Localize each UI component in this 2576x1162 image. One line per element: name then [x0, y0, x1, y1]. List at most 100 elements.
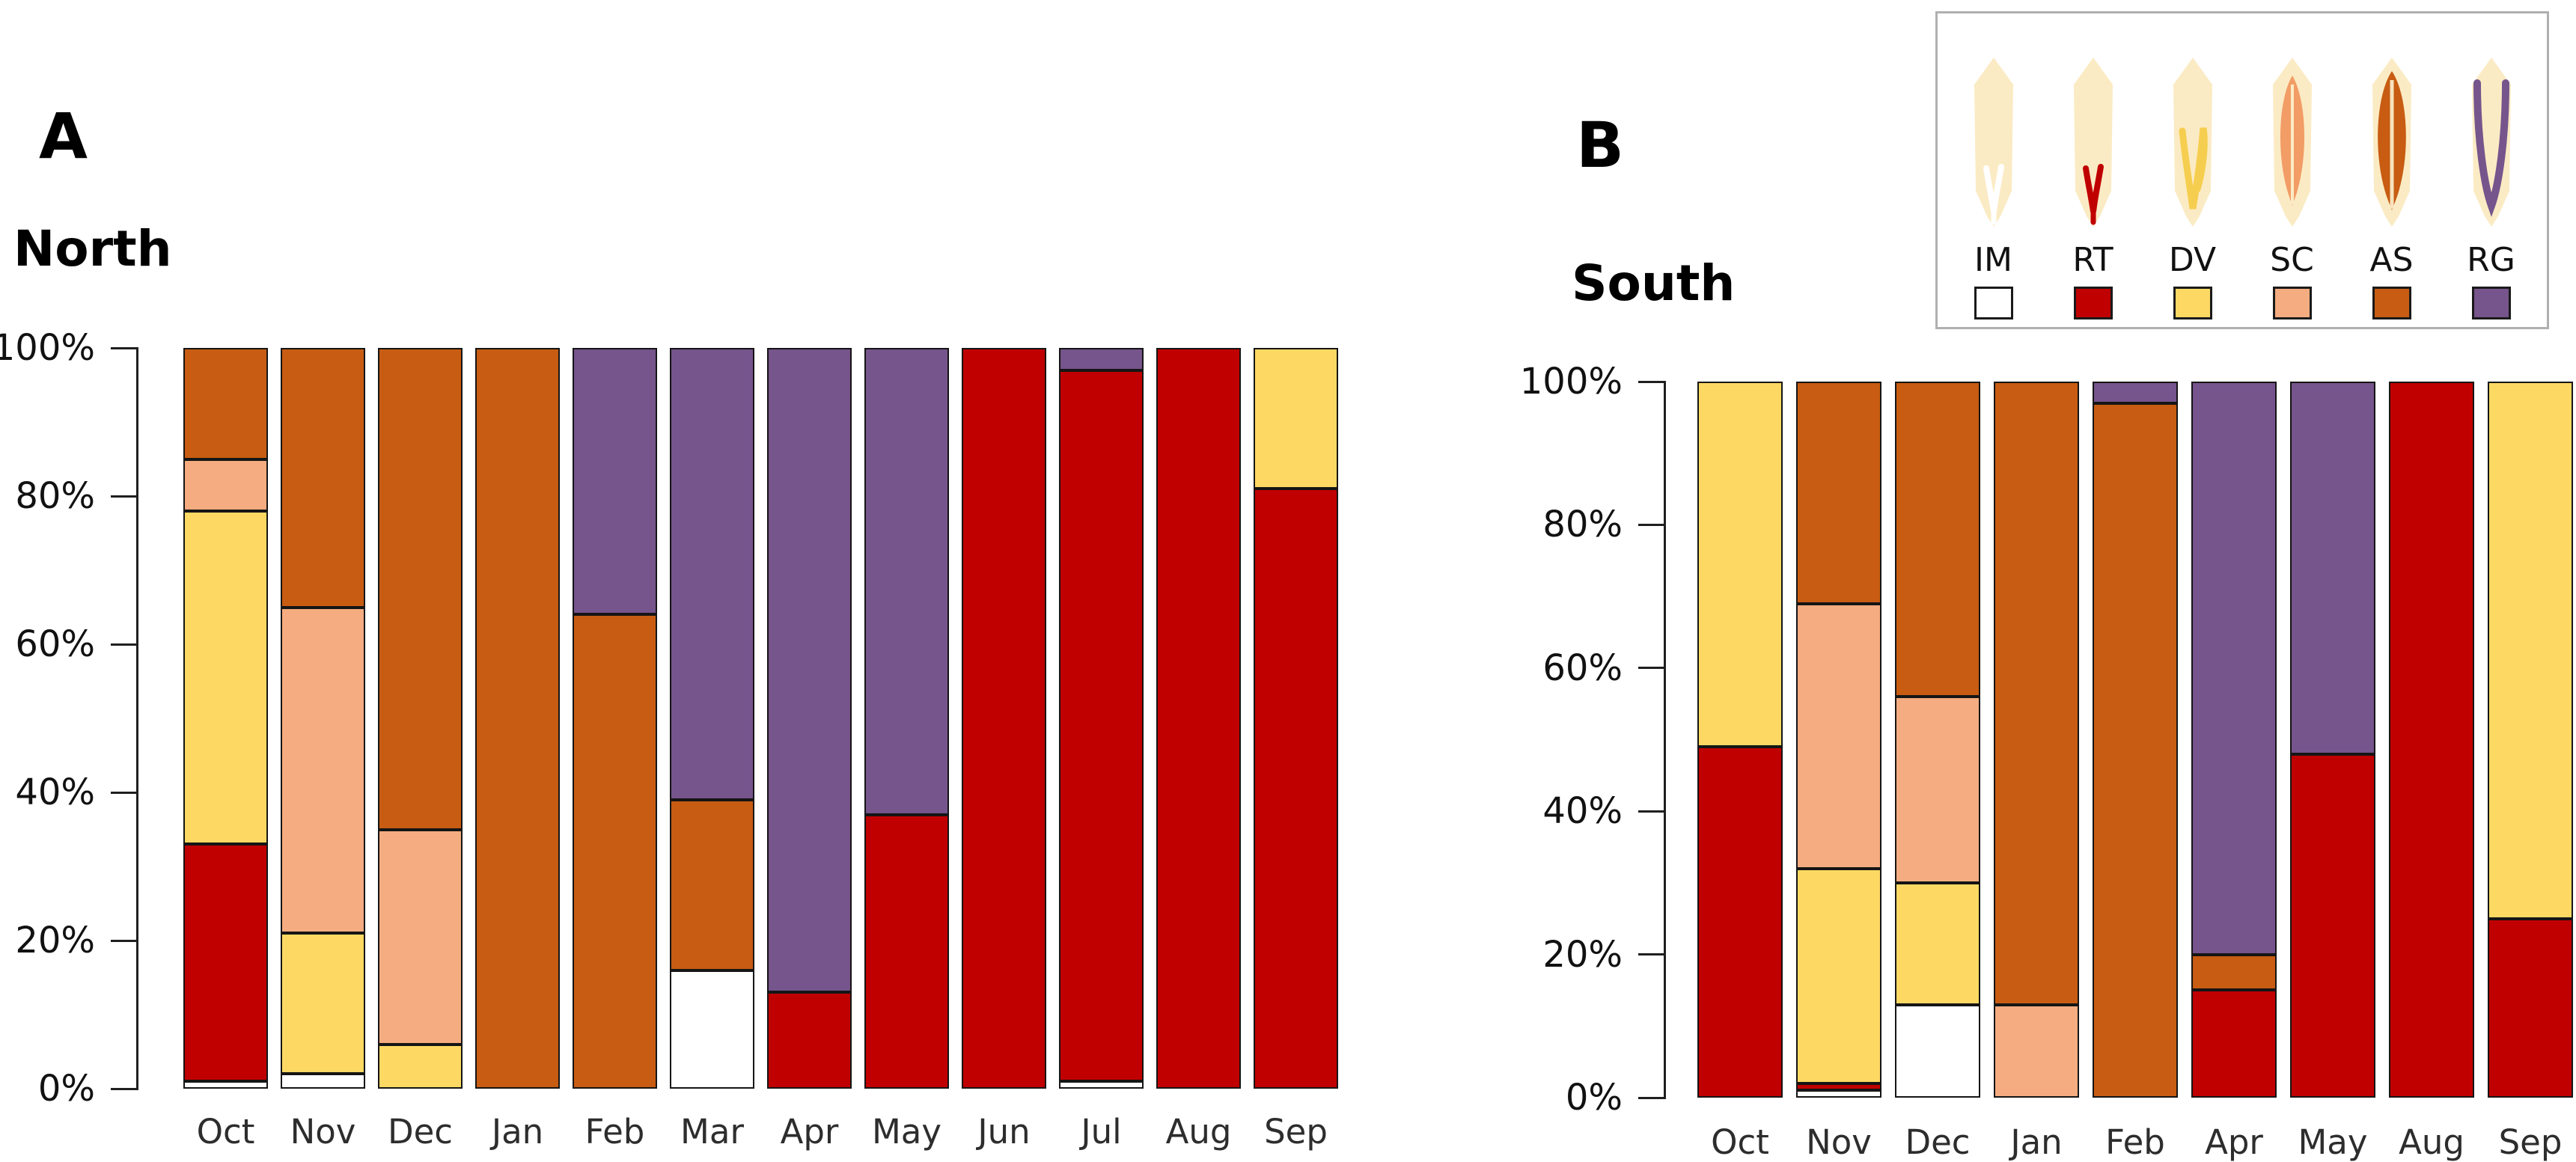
- bar-segment-rg: [573, 348, 657, 615]
- bar-segment-im: [183, 1081, 268, 1089]
- legend-swatch-sc: [2272, 287, 2312, 319]
- bar-apr: [767, 348, 852, 1089]
- y-axis-tick: [111, 495, 136, 498]
- y-axis-label: 100%: [1519, 361, 1623, 403]
- legend-swatch-as: [2372, 287, 2411, 319]
- y-axis-tick: [1638, 953, 1664, 956]
- y-axis-label: 100%: [0, 327, 95, 369]
- panel-b-title: South: [1572, 254, 1736, 312]
- bar-segment-as: [573, 614, 657, 1089]
- y-axis-tick: [111, 791, 136, 794]
- y-axis-line: [136, 347, 138, 1090]
- bar-segment-rt: [2389, 382, 2474, 1098]
- panel-a-letter: A: [39, 100, 88, 173]
- legend-item-im: IM: [1946, 18, 2042, 319]
- bar-segment-as: [1994, 382, 2079, 1005]
- bar-segment-dv: [1254, 348, 1338, 489]
- legend-swatch-dv: [2173, 287, 2212, 319]
- bar-segment-rt: [2488, 918, 2573, 1098]
- bar-segment-as: [2191, 954, 2277, 991]
- bar-aug: [2389, 382, 2474, 1098]
- bar-segment-im: [1059, 1081, 1144, 1089]
- x-axis-label-feb: Feb: [2105, 1122, 2165, 1162]
- legend-item-label: DV: [2168, 241, 2217, 279]
- y-axis-tick: [111, 643, 136, 646]
- bar-segment-im: [1796, 1090, 1881, 1098]
- bar-segment-sc: [281, 607, 365, 934]
- bar-oct: [183, 348, 268, 1089]
- bar-feb: [2093, 382, 2178, 1098]
- y-axis-tick: [111, 939, 136, 942]
- y-axis-label: 0%: [37, 1068, 95, 1110]
- bar-segment-rt: [1254, 489, 1338, 1089]
- bar-segment-rg: [2290, 382, 2375, 754]
- bar-segment-rt: [1059, 370, 1144, 1082]
- x-axis-label-jan: Jan: [491, 1112, 544, 1152]
- legend-item-sc: SC: [2244, 18, 2340, 319]
- legend-swatch-rt: [2073, 287, 2113, 319]
- bar-jul: [1059, 348, 1144, 1089]
- x-axis-label-aug: Aug: [2399, 1122, 2464, 1162]
- x-axis-label-dec: Dec: [387, 1112, 454, 1152]
- bar-segment-rg: [2191, 382, 2277, 955]
- bar-nov: [1796, 382, 1881, 1098]
- x-axis-label-apr: Apr: [2205, 1122, 2263, 1162]
- bar-apr: [2191, 382, 2277, 1098]
- x-axis-label-mar: Mar: [680, 1112, 744, 1152]
- y-axis-tick: [111, 346, 136, 349]
- x-axis-label-oct: Oct: [1711, 1122, 1769, 1162]
- bar-may: [2290, 382, 2375, 1098]
- x-axis-label-dec: Dec: [1905, 1122, 1971, 1162]
- bar-segment-rg: [1059, 348, 1144, 370]
- legend: IM RT DV SC AS RG: [1935, 11, 2549, 329]
- bar-segment-rg: [767, 348, 852, 993]
- feather-stage-icon-rt: [2054, 50, 2132, 239]
- legend-item-label: RG: [2467, 241, 2515, 279]
- y-axis-label: 60%: [1542, 646, 1623, 689]
- x-axis-label-aug: Aug: [1165, 1112, 1232, 1152]
- bar-segment-rt: [1796, 1083, 1881, 1091]
- feather-stage-icon-im: [1955, 50, 2033, 239]
- y-axis-label: 60%: [15, 623, 95, 665]
- y-axis-label: 20%: [15, 920, 95, 961]
- legend-item-label: RT: [2072, 241, 2113, 279]
- legend-swatch-rg: [2471, 287, 2511, 319]
- legend-item-rg: RG: [2444, 18, 2539, 319]
- bar-mar: [670, 348, 754, 1089]
- legend-item-label: IM: [1974, 241, 2012, 279]
- bar-segment-rt: [767, 992, 852, 1089]
- legend-item-as: AS: [2344, 18, 2440, 319]
- bar-segment-dv: [2488, 382, 2573, 919]
- y-axis-tick: [1638, 1096, 1664, 1099]
- bar-sep: [1254, 348, 1338, 1089]
- panel-a-title: North: [13, 220, 172, 278]
- y-axis-line: [1664, 381, 1666, 1099]
- x-axis-label-apr: Apr: [780, 1112, 839, 1152]
- bar-segment-sc: [1994, 1004, 2079, 1098]
- x-axis-label-sep: Sep: [1264, 1112, 1328, 1152]
- x-axis-label-jun: Jun: [977, 1112, 1031, 1152]
- x-axis-label-jul: Jul: [1081, 1112, 1122, 1152]
- y-axis-tick: [1638, 667, 1664, 670]
- bar-segment-as: [183, 348, 268, 459]
- bar-segment-rg: [670, 348, 754, 800]
- y-axis-label: 80%: [1542, 504, 1623, 546]
- bar-segment-dv: [1895, 882, 1980, 1005]
- panel-b-letter: B: [1576, 108, 1625, 182]
- bar-feb: [573, 348, 657, 1089]
- bar-segment-rt: [1697, 747, 1783, 1098]
- bar-oct: [1697, 382, 1783, 1098]
- bar-segment-im: [1895, 1004, 1980, 1098]
- bar-segment-im: [670, 970, 754, 1089]
- bar-segment-rg: [2093, 382, 2178, 403]
- bar-segment-im: [281, 1074, 365, 1089]
- bar-segment-sc: [1895, 697, 1980, 883]
- legend-item-label: SC: [2270, 241, 2314, 279]
- bar-segment-rt: [864, 814, 949, 1089]
- bar-segment-rt: [1156, 348, 1241, 1089]
- bar-jun: [962, 348, 1046, 1089]
- feather-stage-icon-as: [2353, 50, 2431, 239]
- x-axis-label-may: May: [2298, 1122, 2368, 1162]
- bar-segment-sc: [1796, 603, 1881, 869]
- bar-segment-rt: [2290, 753, 2375, 1098]
